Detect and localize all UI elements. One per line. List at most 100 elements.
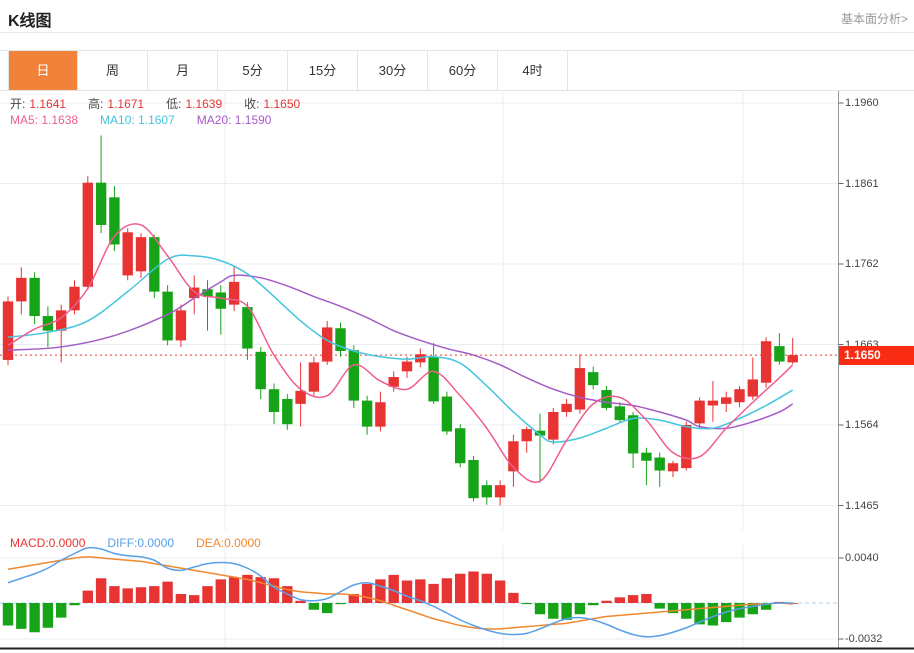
period-tabbar: 日周月 5分 15分 30分 60分 4时 <box>0 50 914 91</box>
macd-hist-bar <box>601 600 612 603</box>
price-axis-label: 1.1465 <box>845 499 879 512</box>
macd-hist-bar <box>215 579 226 603</box>
candle-body <box>56 310 67 331</box>
page-title: K线图 <box>8 13 52 30</box>
candle-body <box>481 485 492 498</box>
tab-60min[interactable]: 60分 <box>428 51 498 90</box>
macd-hist-bar <box>388 574 399 603</box>
candle-body <box>95 182 107 225</box>
candle-body <box>468 459 479 499</box>
tab-30min[interactable]: 30分 <box>358 51 428 90</box>
candle-body <box>228 281 240 305</box>
macd-legend-item-1: DIFF:0.0000 <box>107 536 175 550</box>
candle-body <box>548 411 559 440</box>
macd-hist-bar <box>441 578 453 603</box>
macd-hist-bar <box>521 603 532 605</box>
macd-hist-bar <box>667 603 679 614</box>
candle-body <box>189 287 200 299</box>
candle-body <box>109 197 120 245</box>
candle-body <box>29 277 40 317</box>
ohlc-legend: 开: 1.1641 高: 1.1671 低: 1.1639 收: 1.1650 <box>10 95 322 112</box>
macd-hist-bar <box>548 603 559 619</box>
candle-body <box>202 289 213 297</box>
ohlc-value-3: 1.1650 <box>263 97 301 111</box>
macd-hist-bar <box>494 580 506 603</box>
macd-legend-item-0: MACD:0.0000 <box>10 536 86 550</box>
candle-body <box>721 397 732 404</box>
macd-hist-bar <box>122 588 133 603</box>
macd-hist-bar <box>760 603 772 610</box>
candle-body <box>69 286 80 311</box>
macd-hist-bar <box>29 603 40 633</box>
candle-body <box>787 355 798 363</box>
tab-15min[interactable]: 15分 <box>288 51 358 90</box>
candle-body <box>694 400 705 424</box>
macd-hist-bar <box>681 603 692 619</box>
tab-month[interactable]: 月 <box>148 51 218 90</box>
candle-body <box>734 389 745 403</box>
divider <box>0 32 914 33</box>
macd-hist-bar <box>508 592 519 603</box>
macd-hist-bar <box>401 580 413 603</box>
candle-body <box>588 372 599 386</box>
macd-hist-bar <box>375 579 386 603</box>
candle-body <box>135 237 147 272</box>
macd-hist-bar <box>322 603 333 614</box>
macd-hist-bar <box>202 586 213 603</box>
macd-hist-bar <box>308 603 320 610</box>
macd-hist-bar <box>2 603 14 626</box>
macd-hist-bar <box>149 586 160 603</box>
candle-body <box>508 441 519 472</box>
candle-body <box>641 452 652 461</box>
tab-day[interactable]: 日 <box>8 51 78 90</box>
macd-hist-bar <box>747 603 758 615</box>
ohlc-label-1: 高: <box>88 97 104 111</box>
tab-5min[interactable]: 5分 <box>218 51 288 90</box>
ma5-line <box>7 223 794 483</box>
candle-body <box>494 485 506 498</box>
candle-body <box>295 390 306 404</box>
ma20-line <box>7 274 794 430</box>
candle-body <box>574 368 586 410</box>
candle-body <box>681 425 692 469</box>
candle-body <box>122 232 133 276</box>
macd-hist-bar <box>481 573 492 603</box>
candle-body <box>428 357 439 402</box>
candle-body <box>388 377 399 387</box>
fundamental-analysis-link[interactable]: 基本面分析> <box>840 12 908 26</box>
macd-hist-bar <box>707 603 719 626</box>
macd-hist-bar <box>627 595 639 603</box>
ma10-line <box>7 254 794 443</box>
macd-hist-bar <box>255 577 266 603</box>
macd-hist-bar <box>574 603 586 615</box>
candle-body <box>322 327 333 362</box>
macd-hist-bar <box>428 583 439 603</box>
macd-hist-bar <box>82 590 93 603</box>
macd-hist-bar <box>189 595 200 603</box>
candle-body <box>747 379 758 397</box>
macd-hist-bar <box>109 586 120 603</box>
price-axis-label: 1.1861 <box>845 177 879 190</box>
tab-week[interactable]: 周 <box>78 51 148 90</box>
candle-body <box>401 361 413 372</box>
ohlc-label-0: 开: <box>10 97 26 111</box>
macd-hist-bar <box>641 594 652 603</box>
candle-body <box>82 182 93 287</box>
ohlc-value-0: 1.1641 <box>29 97 67 111</box>
candle-body <box>268 389 280 412</box>
candle-body <box>242 307 253 349</box>
candle-body <box>16 277 27 302</box>
candle-body <box>627 415 639 454</box>
diff-line <box>7 546 793 638</box>
macd-legend-item-2: DEA:0.0000 <box>196 536 261 550</box>
candle-body <box>455 428 466 464</box>
dea-line <box>7 556 793 630</box>
candle-body <box>760 341 772 383</box>
macd-hist-bar <box>614 597 625 603</box>
tab-4hour[interactable]: 4时 <box>498 51 568 90</box>
current-price-tag: 1.1650 <box>839 345 914 365</box>
candle-body <box>2 301 14 360</box>
ohlc-label-3: 收: <box>244 97 260 111</box>
